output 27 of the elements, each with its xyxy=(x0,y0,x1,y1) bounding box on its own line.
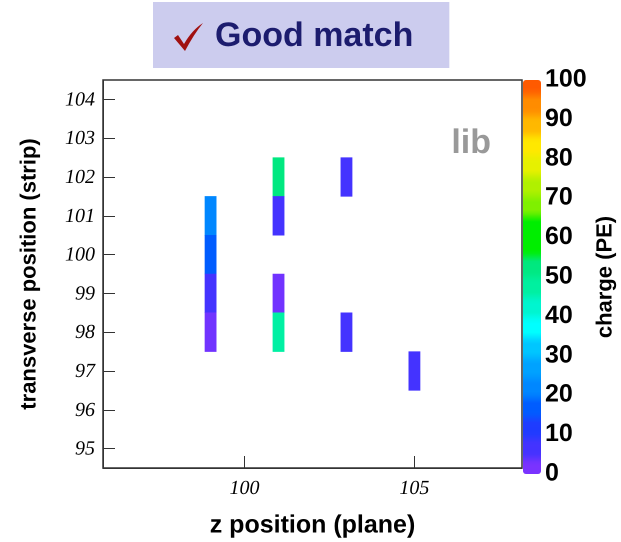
color-bar-title: charge (PE) xyxy=(592,216,616,338)
color-bar-label: 80 xyxy=(545,143,573,172)
annotation: lib xyxy=(451,123,492,161)
y-axis-title: transverse position (strip) xyxy=(16,138,40,410)
color-bar-label: 100 xyxy=(545,64,587,92)
color-bar-label: 20 xyxy=(545,380,573,408)
color-bar-label: 50 xyxy=(545,262,573,290)
color-bar-label: 40 xyxy=(545,300,573,329)
color-bar-label: 90 xyxy=(545,104,573,132)
y-tick-label: 100 xyxy=(65,244,95,266)
x-tick-label: 105 xyxy=(399,477,430,499)
color-bar-label: 60 xyxy=(545,222,573,250)
y-tick-label: 95 xyxy=(75,438,95,460)
y-tick-label: 99 xyxy=(75,282,95,304)
y-tick-label: 98 xyxy=(75,321,95,344)
chart-title: Good match xyxy=(215,16,414,54)
y-tick-label: 103 xyxy=(65,127,95,150)
color-bar-label: 10 xyxy=(545,419,573,448)
color-bar-label: 30 xyxy=(545,340,573,368)
color-bar-label: 70 xyxy=(545,182,573,211)
y-tick-label: 104 xyxy=(65,88,95,110)
color-bar-label: 0 xyxy=(545,458,559,486)
y-tick-label: 102 xyxy=(65,166,95,188)
y-tick-label: 96 xyxy=(75,398,95,421)
x-axis-title: z position (plane) xyxy=(210,510,416,538)
y-tick-label: 101 xyxy=(65,204,95,227)
y-tick-label: 97 xyxy=(75,360,96,382)
